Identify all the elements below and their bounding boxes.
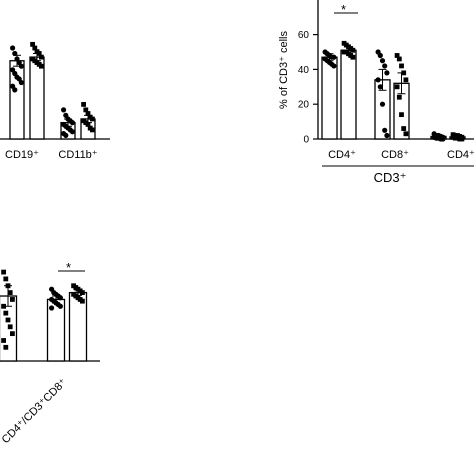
data-point (403, 77, 409, 83)
data-point (396, 94, 402, 100)
group-label: CD3⁺ (374, 170, 407, 185)
bar (340, 49, 357, 140)
data-point (32, 45, 38, 51)
data-point (90, 127, 95, 133)
data-point (61, 107, 67, 113)
data-point (18, 79, 24, 86)
bar (29, 56, 45, 140)
bar (321, 56, 338, 140)
panel-c-category-label: CD4⁺/CD3⁺CD8⁺ (0, 376, 69, 446)
data-point (49, 305, 55, 311)
data-point (57, 295, 64, 301)
panel-a-category-label: CD11b⁺ (58, 149, 97, 161)
data-point (331, 63, 337, 69)
data-point (5, 283, 11, 289)
data-point (396, 56, 402, 62)
data-point (80, 290, 85, 295)
panel-top-left: CD19⁺ CD11b⁺ (0, 41, 110, 161)
data-point (1, 338, 7, 343)
y-tick-label: 40 (298, 65, 310, 76)
data-point (401, 70, 407, 76)
data-point (5, 317, 11, 323)
data-point (375, 77, 381, 83)
data-point (403, 131, 409, 137)
data-point (331, 54, 337, 60)
panel-bottom-left: * CD4⁺/CD3⁺CD8⁺ (0, 260, 100, 446)
panel-b-category-label: CD4⁺CD8 (447, 149, 474, 161)
significance-star: * (66, 260, 71, 275)
data-point (36, 51, 42, 56)
data-point (81, 102, 86, 107)
panel-b-y-axis-label: % of CD3⁺ cells (278, 31, 290, 109)
data-point (379, 58, 386, 64)
data-point (382, 63, 388, 69)
data-point (69, 129, 75, 135)
y-tick-label: 0 (303, 135, 309, 146)
data-point (39, 63, 44, 69)
data-point (10, 45, 16, 51)
data-point (10, 297, 15, 302)
data-point (90, 116, 95, 122)
panel-a-category-label: CD19⁺ (5, 149, 39, 161)
data-point (7, 290, 13, 295)
data-point (399, 112, 404, 118)
data-point (399, 63, 404, 69)
data-point (459, 136, 465, 142)
data-point (350, 47, 356, 53)
data-point (377, 84, 383, 90)
data-point (1, 303, 7, 309)
data-point (57, 303, 64, 309)
data-point (1, 269, 7, 275)
data-point (18, 63, 24, 69)
data-point (69, 120, 75, 126)
data-point (384, 132, 390, 139)
data-point (12, 87, 18, 93)
data-point (350, 54, 356, 60)
data-point (7, 324, 13, 330)
data-point (3, 310, 9, 316)
y-tick-label: 20 (298, 100, 310, 111)
data-point (382, 127, 388, 133)
data-point (394, 84, 400, 90)
data-point (3, 344, 9, 350)
data-point (379, 101, 386, 107)
data-point (12, 50, 18, 57)
data-point (394, 53, 400, 58)
data-point (39, 54, 44, 60)
data-point (377, 52, 383, 59)
panel-b-category-label: CD4⁺ (328, 149, 356, 161)
panel-top-right: 0 20 40 60 % of CD3⁺ cells * CD4⁺ CD8⁺ CD4⁺… (278, 0, 474, 185)
data-point (30, 41, 35, 47)
data-point (85, 111, 91, 116)
data-point (440, 136, 446, 142)
data-point (83, 107, 89, 113)
significance-star: * (341, 2, 346, 17)
data-point (401, 126, 407, 131)
data-point (10, 331, 15, 337)
data-point (63, 132, 69, 138)
y-tick-label: 60 (298, 30, 310, 41)
data-point (85, 122, 91, 127)
data-point (80, 298, 85, 304)
panel-b-category-label: CD8⁺ (381, 149, 409, 161)
data-point (384, 70, 390, 76)
data-point (3, 276, 9, 282)
